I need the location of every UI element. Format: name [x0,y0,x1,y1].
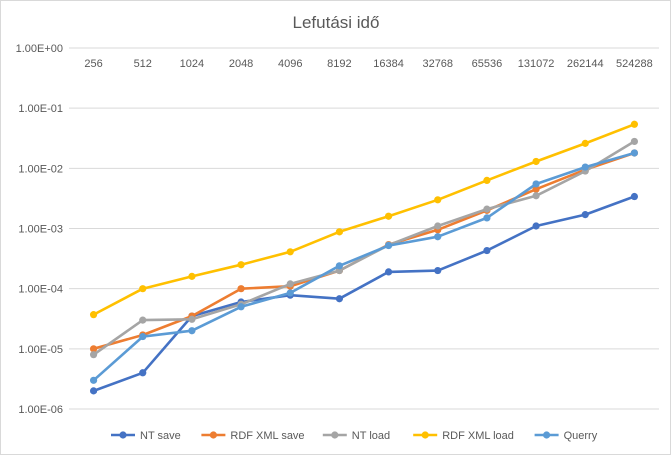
chart-title: Lefutási idő [293,13,380,32]
x-tick-label: 131072 [518,58,555,70]
legend-item: NT save [111,430,181,442]
series-2 [89,137,639,359]
data-point [483,246,491,255]
data-point [532,192,540,200]
data-point [286,289,294,297]
x-tick-label: 32768 [422,58,453,70]
series-line [92,123,635,316]
data-point [630,192,639,201]
series-1 [89,149,639,353]
y-tick-label: 1.00E-05 [18,344,63,356]
y-tick-label: 1.00E-06 [18,404,63,416]
data-point [286,248,294,256]
legend-swatch-marker [331,431,339,439]
x-tick-label: 2048 [229,58,253,70]
data-point [139,285,147,293]
legend-swatch-marker [119,431,127,439]
legend-swatch-marker [209,431,217,439]
data-point [434,266,442,275]
data-point [139,332,147,341]
data-point [483,214,491,222]
data-point [532,185,540,193]
series-4 [89,149,639,384]
x-tick-label: 256 [84,58,102,70]
data-point [384,241,393,250]
legend-label: RDF XML save [230,430,304,442]
x-tick-label: 16384 [373,58,404,70]
data-point [483,176,491,185]
series-3 [89,120,639,319]
data-point [434,222,442,230]
y-tick-label: 1.00E+00 [16,43,63,55]
y-tick-label: 1.00E-04 [18,284,63,296]
data-point [188,327,196,335]
data-point [630,149,639,157]
legend-item: RDF XML save [201,430,305,442]
data-point [483,205,491,213]
x-tick-label: 65536 [472,58,503,70]
legend-swatch-marker [543,431,551,439]
legend-item: NT load [322,430,390,442]
data-point [532,222,540,230]
legend: NT save RDF XML save NT load RDF XML load Qu… [111,430,598,442]
legend-item: Querry [534,430,598,442]
data-point [89,345,98,353]
data-point [188,315,196,323]
data-point [581,211,589,219]
data-point [532,180,540,188]
data-point [532,157,540,166]
series-line [92,151,635,382]
data-point [237,303,245,311]
data-point [335,228,344,236]
data-point [335,262,344,270]
x-tick-label: 4096 [278,58,302,70]
data-point [139,316,147,324]
data-point [434,233,442,241]
y-tick-label: 1.00E-01 [18,103,63,115]
series-line [92,140,636,356]
data-point [139,369,147,377]
data-point [384,212,393,220]
x-tick-label: 512 [134,58,152,70]
x-tick-label: 8192 [327,58,351,70]
series-line [93,195,635,393]
x-tick-label: 524288 [616,58,653,70]
legend-label: NT save [140,430,181,442]
x-tick-label: 262144 [567,58,604,70]
data-point [581,163,589,171]
series-group [89,120,639,395]
legend-label: NT load [352,430,390,442]
legend-label: RDF XML load [442,430,514,442]
data-point [630,120,639,128]
y-axis: 1.00E-06 1.00E-05 1.00E-04 1.00E-03 1.00E-02… [16,43,63,416]
data-point [434,196,442,204]
data-point [188,272,196,280]
data-point [335,295,344,303]
data-point [89,351,98,359]
x-tick-label: 1024 [180,58,204,70]
data-point [89,376,98,384]
data-point [286,280,294,288]
data-point [89,311,98,319]
x-axis: 256 512 1024 2048 4096 8192 16384 32768 65536 131… [84,58,652,70]
legend-item: RDF XML load [413,430,514,442]
y-tick-label: 1.00E-03 [18,224,63,236]
data-point [581,139,589,147]
legend-swatch-marker [421,431,429,439]
data-point [384,268,393,276]
data-point [237,261,245,269]
data-point [89,387,98,395]
data-point [237,285,245,293]
y-tick-label: 1.00E-02 [18,163,63,175]
gridlines [69,47,659,410]
legend-label: Querry [564,430,598,442]
data-point [630,137,639,146]
